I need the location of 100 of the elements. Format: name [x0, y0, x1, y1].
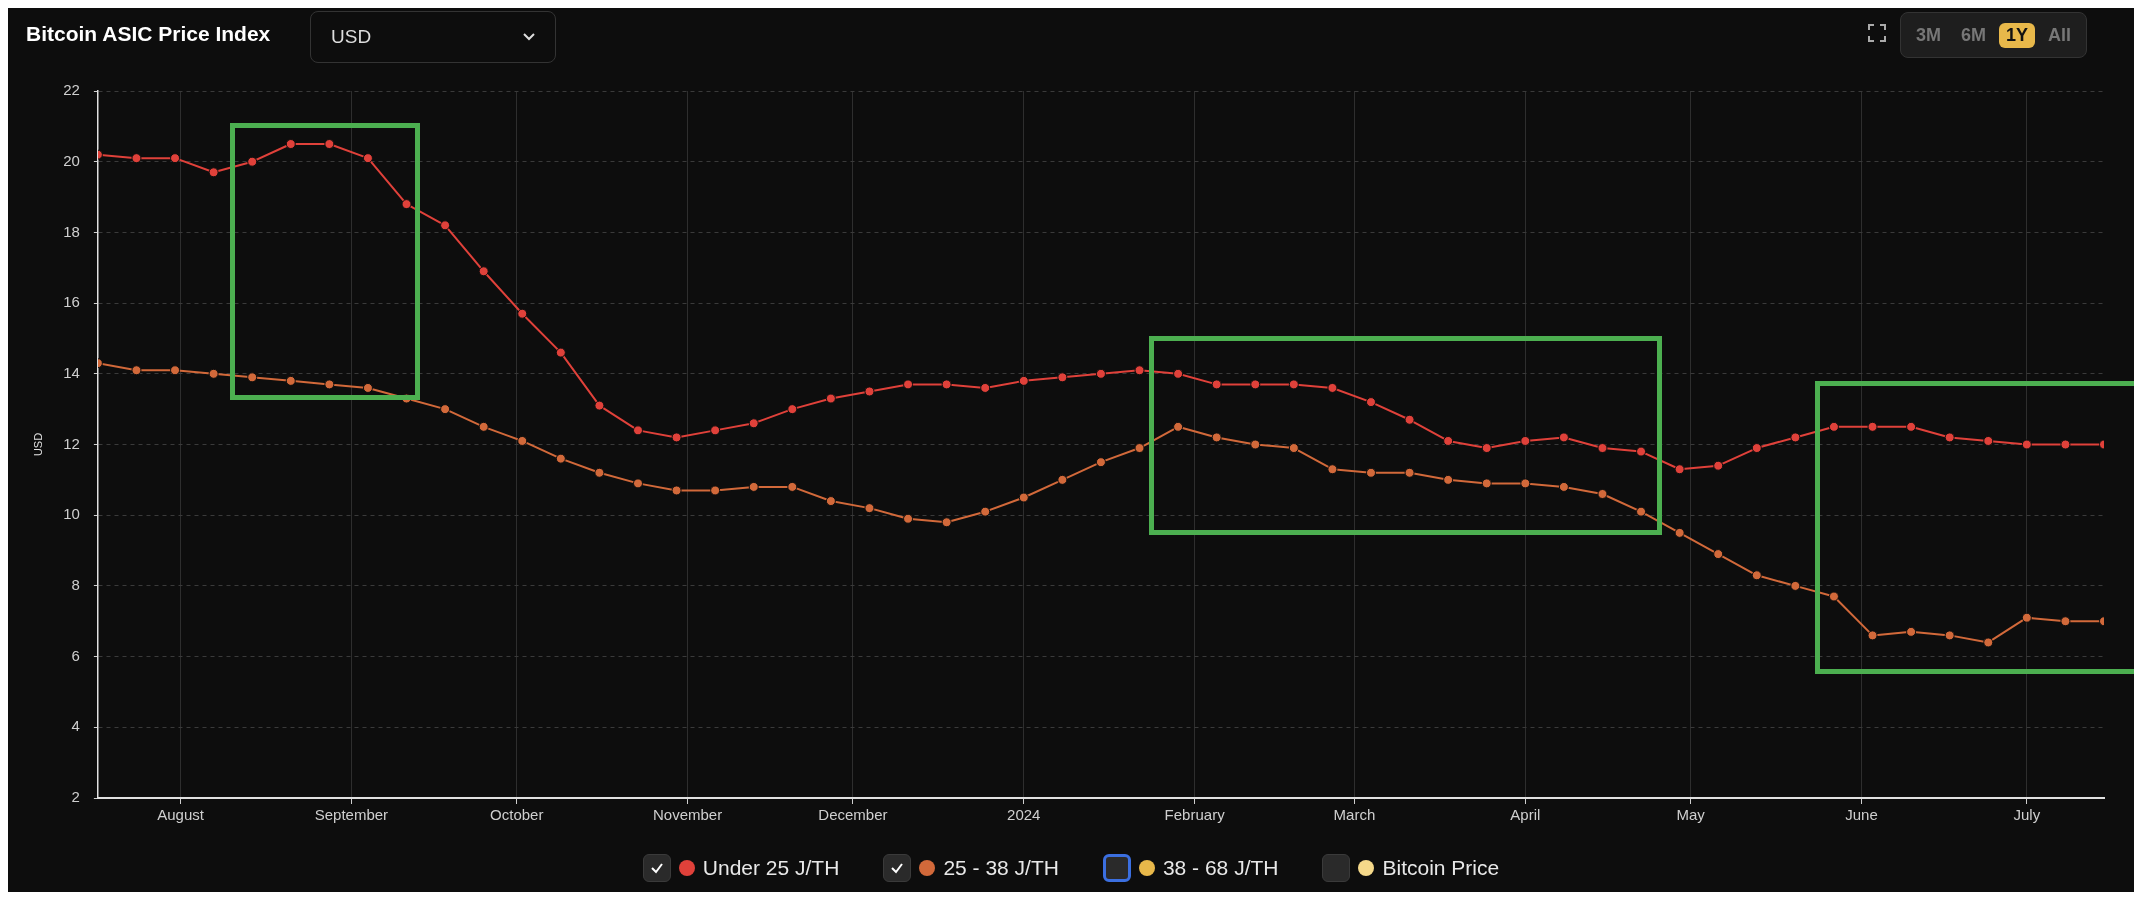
point	[1906, 626, 1917, 637]
point	[131, 365, 142, 376]
legend-label: 25 - 38 J/TH	[943, 856, 1059, 880]
x-tick-label: April	[1510, 806, 1541, 824]
x-tick-label: May	[1676, 806, 1706, 824]
legend-label: 38 - 68 J/TH	[1162, 856, 1279, 880]
x-tick-label: July	[2013, 806, 2041, 824]
x-tick-label: 2024	[1007, 806, 1041, 824]
point	[594, 467, 605, 478]
legend-label: Under 25 J/TH	[702, 856, 840, 880]
point	[1983, 435, 1994, 446]
point	[1906, 421, 1917, 432]
point	[478, 421, 489, 432]
point	[1134, 365, 1145, 376]
x-tick-label: October	[490, 806, 544, 824]
y-tick-label: 6	[71, 646, 80, 664]
point	[1597, 443, 1608, 454]
point	[478, 266, 489, 277]
point	[247, 372, 258, 383]
point	[1443, 435, 1454, 446]
point	[1211, 432, 1222, 443]
point	[440, 404, 451, 415]
point	[1018, 492, 1029, 503]
point	[362, 153, 373, 164]
point	[555, 453, 566, 464]
point	[1134, 443, 1145, 454]
point	[324, 379, 335, 390]
point	[1867, 630, 1878, 641]
point	[1713, 549, 1724, 560]
point	[324, 139, 335, 150]
text: 1Y	[1999, 22, 2036, 48]
point	[2060, 439, 2071, 450]
x-tick-label: March	[1333, 806, 1376, 824]
point	[1057, 474, 1068, 485]
point	[1713, 460, 1724, 471]
point	[903, 513, 914, 524]
point	[710, 485, 721, 496]
x-tick-label: February	[1164, 806, 1226, 824]
point	[903, 379, 914, 390]
text: 6M	[1960, 23, 1988, 47]
point	[1674, 527, 1685, 538]
point	[1790, 580, 1801, 591]
point	[1520, 435, 1531, 446]
point	[1520, 478, 1531, 489]
text: All	[2047, 23, 2073, 47]
point	[632, 425, 643, 436]
legend-label: Bitcoin Price	[1382, 856, 1500, 880]
point	[1636, 446, 1647, 457]
point	[941, 379, 952, 390]
point	[1674, 464, 1685, 475]
point	[208, 368, 219, 379]
y-tick-label: 16	[63, 293, 80, 311]
point	[1366, 467, 1376, 478]
point	[2021, 439, 2032, 450]
y-tick-label: 8	[71, 576, 80, 594]
point	[1404, 414, 1415, 425]
point	[748, 481, 759, 492]
point	[1173, 368, 1184, 379]
point	[1288, 379, 1299, 390]
point	[1558, 432, 1569, 443]
point	[517, 435, 528, 446]
point	[131, 153, 142, 164]
point	[1983, 637, 1994, 648]
point	[748, 418, 759, 429]
point	[864, 386, 875, 397]
point	[671, 432, 682, 443]
point	[1173, 421, 1184, 432]
point	[1828, 591, 1839, 602]
point	[1327, 382, 1338, 393]
point	[208, 167, 219, 178]
point	[247, 156, 258, 167]
point	[787, 404, 798, 415]
point	[170, 153, 181, 164]
point	[1751, 570, 1762, 581]
point	[1481, 443, 1492, 454]
x-tick-label: December	[818, 806, 888, 824]
point	[1944, 432, 1955, 443]
point	[1057, 372, 1068, 383]
y-tick-label: 4	[71, 717, 80, 735]
point	[285, 139, 296, 150]
point	[2060, 616, 2071, 627]
y-tick-label: 2	[71, 788, 80, 806]
x-tick-label: June	[1845, 806, 1878, 824]
point	[710, 425, 721, 436]
point	[1944, 630, 1955, 641]
point	[825, 496, 836, 507]
y-tick-label: 10	[63, 505, 80, 523]
x-tick-label: September	[314, 806, 389, 824]
y-tick-label: 14	[63, 363, 80, 381]
point	[864, 503, 875, 514]
point	[1481, 478, 1492, 489]
y-tick-label: 12	[63, 434, 80, 452]
y-tick-label: 22	[63, 81, 80, 99]
point	[517, 308, 528, 319]
point	[440, 220, 451, 231]
text: 3M	[1915, 23, 1942, 47]
point	[1558, 481, 1569, 492]
point	[787, 481, 798, 492]
x-tick-label: November	[652, 806, 723, 824]
point	[1636, 506, 1647, 517]
